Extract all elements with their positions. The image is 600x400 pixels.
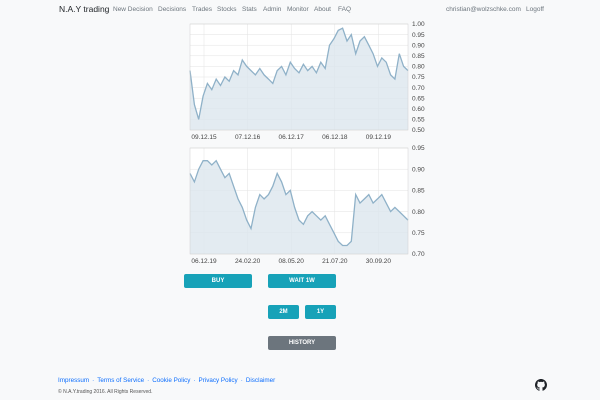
y-tick-label: 0.80	[412, 209, 425, 216]
y-tick-label: 0.55	[412, 117, 425, 124]
y-tick-label: 0.75	[412, 230, 425, 237]
x-tick-label: 09.12.19	[366, 134, 392, 141]
price-chart-long-svg: 1.00 0.95 0.90 0.85 0.80 0.75 0.70 0.65 0.60 0.55…	[189, 21, 425, 141]
y-tick-label: 0.50	[412, 127, 425, 134]
y-tick-label: 0.90	[412, 166, 425, 173]
plot-border	[189, 147, 409, 255]
y-tick-label: 0.85	[412, 53, 425, 60]
footer-link-disclaimer[interactable]: Disclaimer	[245, 377, 276, 384]
copyright-text: © N.A.Y.trading 2016. All Rights Reserve…	[58, 389, 153, 395]
footer-link-terms[interactable]: Terms of Service	[97, 377, 145, 384]
footer-separator: ·	[92, 377, 95, 384]
series-line	[189, 27, 409, 120]
brand-logo[interactable]: N.A.Y trading	[59, 4, 110, 14]
x-tick-label: 06.12.17	[279, 134, 305, 141]
price-chart-short: 0.95 0.90 0.85 0.80 0.75 0.70 06.12.19 24.02.20…	[176, 144, 430, 270]
footer-separator: ·	[240, 377, 243, 384]
y-tick-label: 0.60	[412, 106, 425, 113]
y-tick-label: 0.90	[412, 42, 425, 49]
two-months-button[interactable]: 2M	[268, 305, 299, 319]
x-tick-label: 06.12.19	[191, 258, 217, 265]
navbar: N.A.Y trading New Decision Decisions Tra…	[0, 0, 600, 20]
y-tick-label: 0.80	[412, 64, 425, 71]
x-tick-label: 07.12.16	[235, 134, 261, 141]
y-tick-label: 1.00	[412, 21, 425, 28]
x-tick-label: 06.12.18	[322, 134, 348, 141]
nav-stats[interactable]: Stats	[242, 6, 257, 13]
x-tick-label: 09.12.15	[191, 134, 217, 141]
nav-monitor[interactable]: Monitor	[287, 6, 309, 13]
y-tick-label: 0.75	[412, 74, 425, 81]
y-tick-label: 0.95	[412, 32, 425, 39]
plot-border	[189, 23, 409, 131]
footer-link-privacy[interactable]: Privacy Policy	[198, 377, 238, 384]
series-area	[190, 160, 408, 254]
one-year-button[interactable]: 1Y	[305, 305, 336, 319]
nav-stocks[interactable]: Stocks	[217, 6, 237, 13]
y-tick-label: 0.95	[412, 145, 425, 152]
nav-faq[interactable]: FAQ	[338, 6, 352, 13]
footer-links: Impressum · Terms of Service · Cookie Po…	[58, 377, 275, 384]
x-tick-label: 21.07.20	[322, 258, 348, 265]
nav-new-decision[interactable]: New Decision	[113, 6, 153, 13]
user-email[interactable]: christian@wolzschke.com	[446, 6, 521, 13]
logout-link[interactable]: Logoff	[526, 6, 544, 13]
footer-link-impressum[interactable]: Impressum	[58, 377, 90, 384]
footer-link-cookie[interactable]: Cookie Policy	[152, 377, 191, 384]
price-chart-long: 1.00 0.95 0.90 0.85 0.80 0.75 0.70 0.65 0.60 0.55…	[176, 20, 430, 146]
nav-admin[interactable]: Admin	[263, 6, 282, 13]
history-button[interactable]: HISTORY	[268, 336, 336, 350]
x-tick-label: 30.09.20	[366, 258, 392, 265]
github-icon[interactable]	[535, 379, 547, 391]
x-tick-label: 08.05.20	[279, 258, 305, 265]
y-tick-label: 0.65	[412, 95, 425, 102]
series-area	[190, 28, 408, 131]
y-tick-label: 0.70	[412, 251, 425, 258]
wait-1w-button[interactable]: WAIT 1W	[268, 274, 336, 288]
y-tick-label: 0.85	[412, 188, 425, 195]
series-line	[189, 159, 409, 247]
price-chart-short-svg: 0.95 0.90 0.85 0.80 0.75 0.70 06.12.19 24.02.20…	[189, 145, 425, 265]
x-tick-label: 24.02.20	[235, 258, 261, 265]
footer-separator: ·	[193, 377, 196, 384]
footer: Impressum · Terms of Service · Cookie Po…	[58, 377, 275, 384]
nav-trades[interactable]: Trades	[192, 6, 212, 13]
y-tick-label: 0.70	[412, 85, 425, 92]
nav-decisions[interactable]: Decisions	[158, 6, 187, 13]
buy-button[interactable]: BUY	[184, 274, 252, 288]
footer-separator: ·	[147, 377, 150, 384]
nav-about[interactable]: About	[314, 6, 331, 13]
